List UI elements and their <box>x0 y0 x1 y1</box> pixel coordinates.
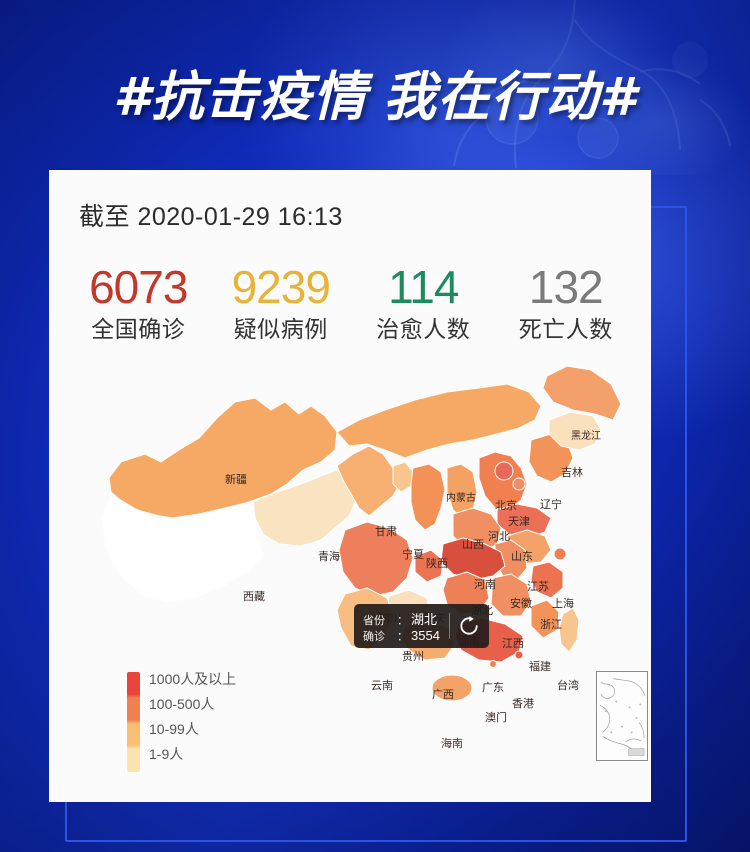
banner-title-wrap: #抗击疫情 我在行动# <box>0 52 750 134</box>
stat-suspected-label: 疑似病例 <box>233 316 328 342</box>
province-label: 安徽 <box>510 596 532 610</box>
province-label: 广东 <box>482 681 504 694</box>
tooltip-colon-2: ： <box>397 630 408 643</box>
tooltip-confirmed-key: 确诊 <box>363 630 385 643</box>
province-label: 河北 <box>488 530 510 543</box>
province-tooltip[interactable]: 省份 ： 湖北 确诊 ： 3554 <box>354 604 489 648</box>
stat-deaths: 132 死亡人数 <box>495 262 638 344</box>
province-label: 黑龙江 <box>571 429 601 442</box>
province-label: 陕西 <box>426 556 448 570</box>
province-label: 青海 <box>318 549 340 563</box>
stat-deaths-label: 死亡人数 <box>518 316 613 342</box>
province-label: 福建 <box>529 659 551 673</box>
inset-map-svg <box>599 678 646 756</box>
stat-suspected-value: 9239 <box>231 261 331 313</box>
province-label: 江西 <box>502 637 524 650</box>
province-label: 辽宁 <box>540 497 562 511</box>
tooltip-rows: 省份 ： 湖北 确诊 ： 3554 <box>363 609 440 644</box>
tooltip-colon-1: ： <box>397 614 408 627</box>
province-label: 上海 <box>552 596 574 610</box>
province-label: 香港 <box>512 697 534 710</box>
province-label: 浙江 <box>540 618 562 631</box>
province-label: 西藏 <box>243 590 265 603</box>
legend-gradient-bar <box>127 672 140 772</box>
stat-deaths-value: 132 <box>528 261 604 313</box>
tooltip-divider <box>448 613 450 639</box>
province-label: 河南 <box>474 578 496 591</box>
legend-item-10-99: 10-99人 <box>149 721 199 737</box>
hash-left: # <box>113 67 151 128</box>
stats-row: 6073 全国确诊 9239 疑似病例 114 治愈人数 132 死亡人数 <box>67 262 637 344</box>
stats-map-card: 截至 2020-01-29 16:13 6073 全国确诊 9239 疑似病例 … <box>49 170 651 802</box>
stat-recovered-label: 治愈人数 <box>376 316 471 342</box>
legend-item-1-9: 1-9人 <box>149 746 184 762</box>
refresh-circle-icon[interactable] <box>458 615 480 637</box>
province-label: 内蒙古 <box>446 491 476 504</box>
province-label: 吉林 <box>561 465 583 479</box>
stat-confirmed-label: 全国确诊 <box>91 316 186 342</box>
tooltip-confirmed-row: 确诊 ： 3554 <box>363 628 440 644</box>
province-label: 澳门 <box>485 710 507 724</box>
province-label: 广西 <box>432 688 454 701</box>
title-part-a: 抗击疫情 <box>151 67 367 128</box>
legend-item-1000-plus: 1000人及以上 <box>149 671 237 687</box>
province-label: 宁夏 <box>402 547 424 561</box>
province-label: 云南 <box>371 679 393 692</box>
legend-item-100-500: 100-500人 <box>149 696 215 712</box>
tooltip-province-key: 省份 <box>363 614 385 627</box>
legend-items: 1000人及以上 100-500人 10-99人 1-9人 <box>149 667 236 767</box>
province-label: 山东 <box>511 550 533 563</box>
tooltip-province-value: 湖北 <box>411 611 438 627</box>
province-label: 山西 <box>462 538 484 551</box>
title-part-b: 我在行动 <box>383 67 599 128</box>
as-of-timestamp: 截至 2020-01-29 16:13 <box>79 203 343 231</box>
south-china-sea-inset <box>596 671 648 761</box>
tooltip-province-row: 省份 ： 湖北 <box>363 609 440 628</box>
province-label: 新疆 <box>225 472 247 486</box>
tooltip-confirmed-value: 3554 <box>411 627 440 643</box>
province-label: 海南 <box>441 736 463 750</box>
province-label: 北京 <box>495 498 517 512</box>
stat-suspected: 9239 疑似病例 <box>210 262 353 344</box>
province-label: 台湾 <box>557 678 579 692</box>
stat-confirmed-value: 6073 <box>89 261 188 313</box>
province-label: 贵州 <box>402 650 424 663</box>
stat-recovered: 114 治愈人数 <box>352 262 495 344</box>
stat-confirmed: 6073 全国确诊 <box>67 262 210 344</box>
hash-right: # <box>599 67 637 128</box>
province-label: 甘肃 <box>375 525 397 538</box>
stat-recovered-value: 114 <box>388 261 459 313</box>
province-label: 天津 <box>508 515 530 528</box>
province-label: 江苏 <box>527 580 549 593</box>
banner-title: #抗击疫情 我在行动# <box>113 55 637 131</box>
